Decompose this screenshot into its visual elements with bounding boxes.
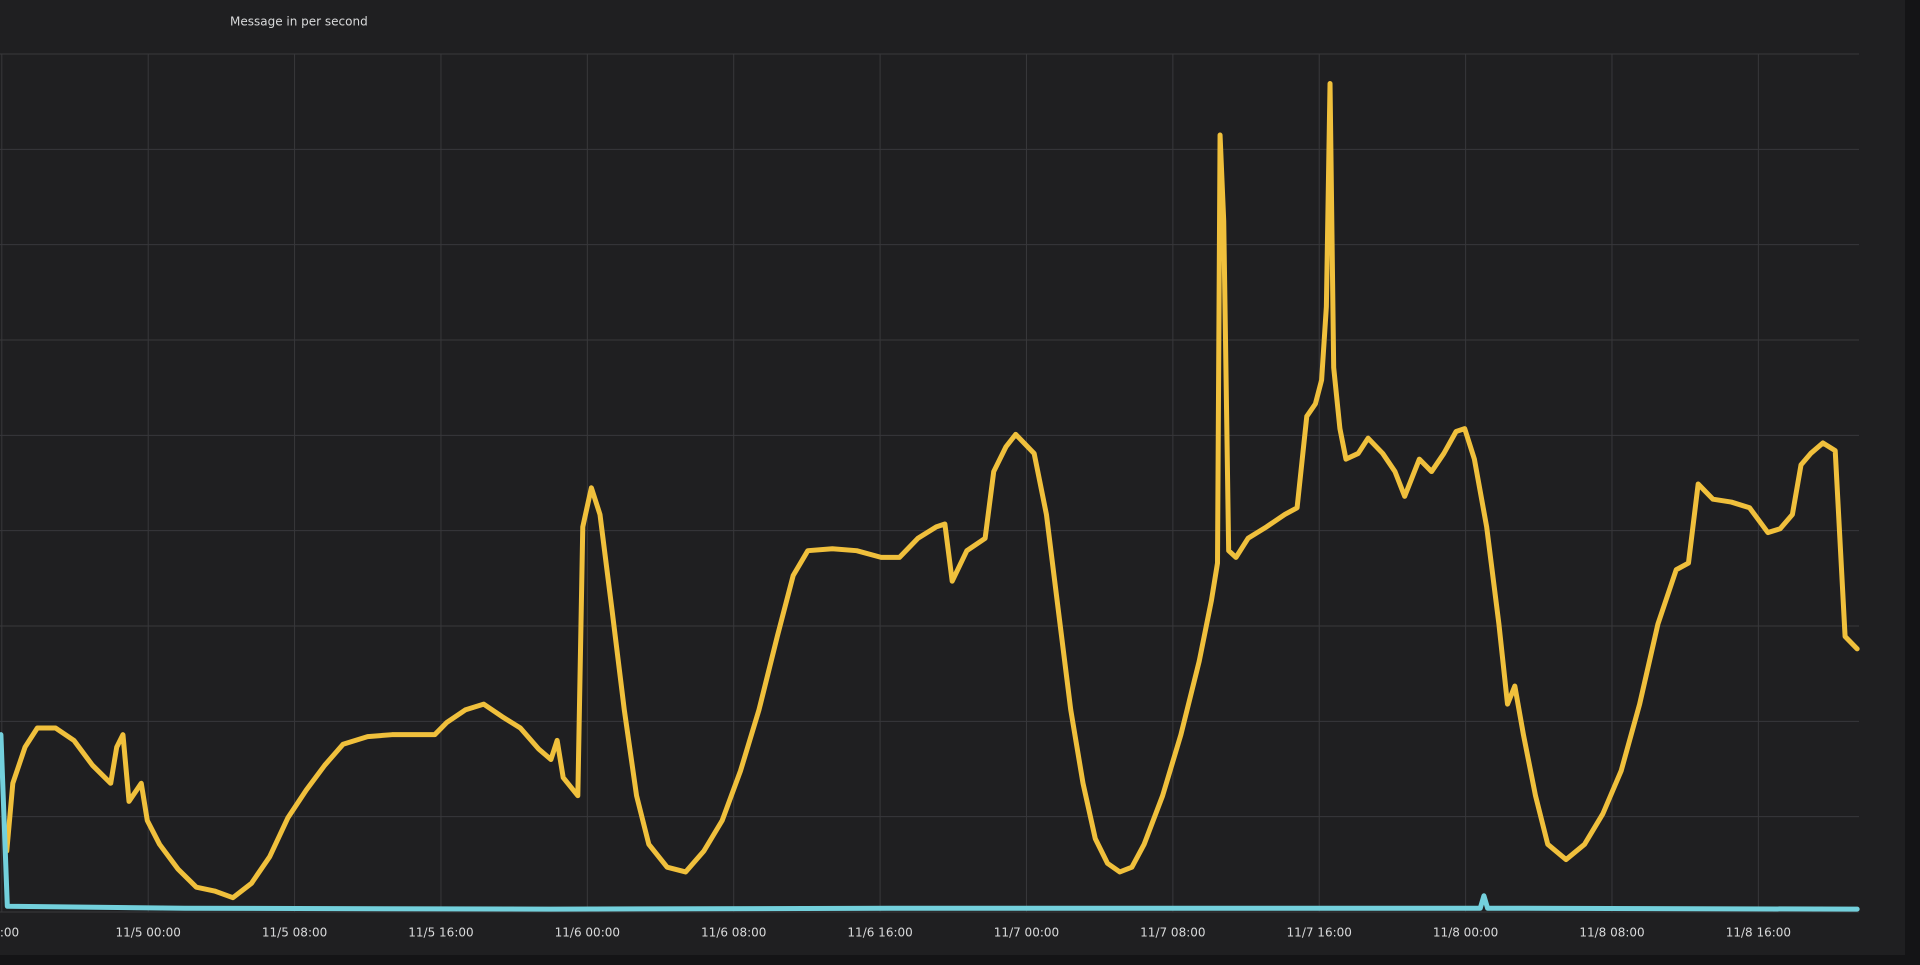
- x-tick-label: 11/5 00:00: [116, 926, 181, 940]
- x-tick-label: 11/8 16:00: [1726, 926, 1791, 940]
- x-tick-label: 11/7 16:00: [1287, 926, 1352, 940]
- series-line: [4, 81, 1860, 901]
- x-tick-label: 11/6 08:00: [701, 926, 766, 940]
- x-tick-label: 11/8 00:00: [1433, 926, 1498, 940]
- x-tick-label: 11/6 16:00: [847, 926, 912, 940]
- chart-title: Message in per second: [230, 15, 368, 29]
- x-tick-label: 11/5 08:00: [262, 926, 327, 940]
- x-tick-label: 11/5 16:00: [408, 926, 473, 940]
- x-tick-label: 11/7 08:00: [1140, 926, 1205, 940]
- series-line: [0, 732, 1860, 912]
- x-tick-label: 11/6 00:00: [555, 926, 620, 940]
- x-tick-label: 11/7 00:00: [994, 926, 1059, 940]
- x-tick-label: 11/8 08:00: [1579, 926, 1644, 940]
- x-tick-label: 16:00: [0, 926, 19, 940]
